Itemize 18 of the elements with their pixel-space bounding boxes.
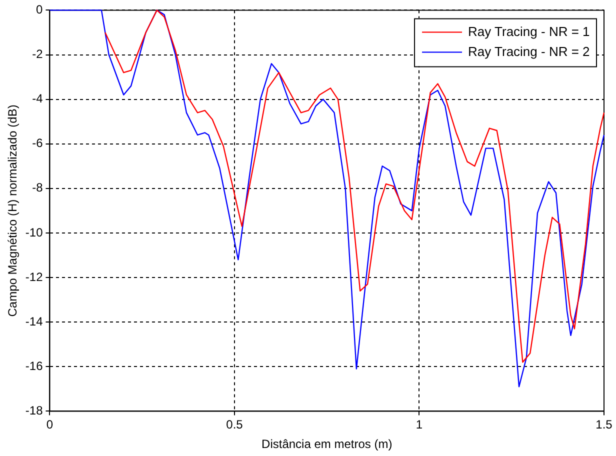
- legend-label: Ray Tracing - NR = 1: [468, 24, 590, 39]
- x-tick-label: 0.5: [226, 418, 244, 432]
- y-tick-label: -18: [25, 404, 44, 418]
- y-tick-label: -12: [25, 270, 44, 284]
- x-tick-label: 1: [416, 418, 423, 432]
- y-tick-label: -2: [32, 47, 44, 62]
- y-tick-label: -8: [32, 180, 44, 195]
- x-axis-title: Distância em metros (m): [262, 437, 392, 452]
- x-tick-label: 0: [46, 418, 54, 432]
- y-tick-label: -14: [25, 314, 44, 328]
- y-tick-label: -4: [32, 92, 44, 106]
- y-tick-label: -10: [25, 225, 44, 240]
- x-tick-label: 1.5: [596, 418, 613, 432]
- legend-label: Ray Tracing - NR = 2: [468, 44, 590, 59]
- y-tick-label: 0: [36, 2, 44, 17]
- y-axis-title: Campo Magnético (H) normalizado (dB): [6, 104, 20, 317]
- y-tick-label: -6: [32, 136, 44, 150]
- y-tick-label: -16: [25, 358, 44, 373]
